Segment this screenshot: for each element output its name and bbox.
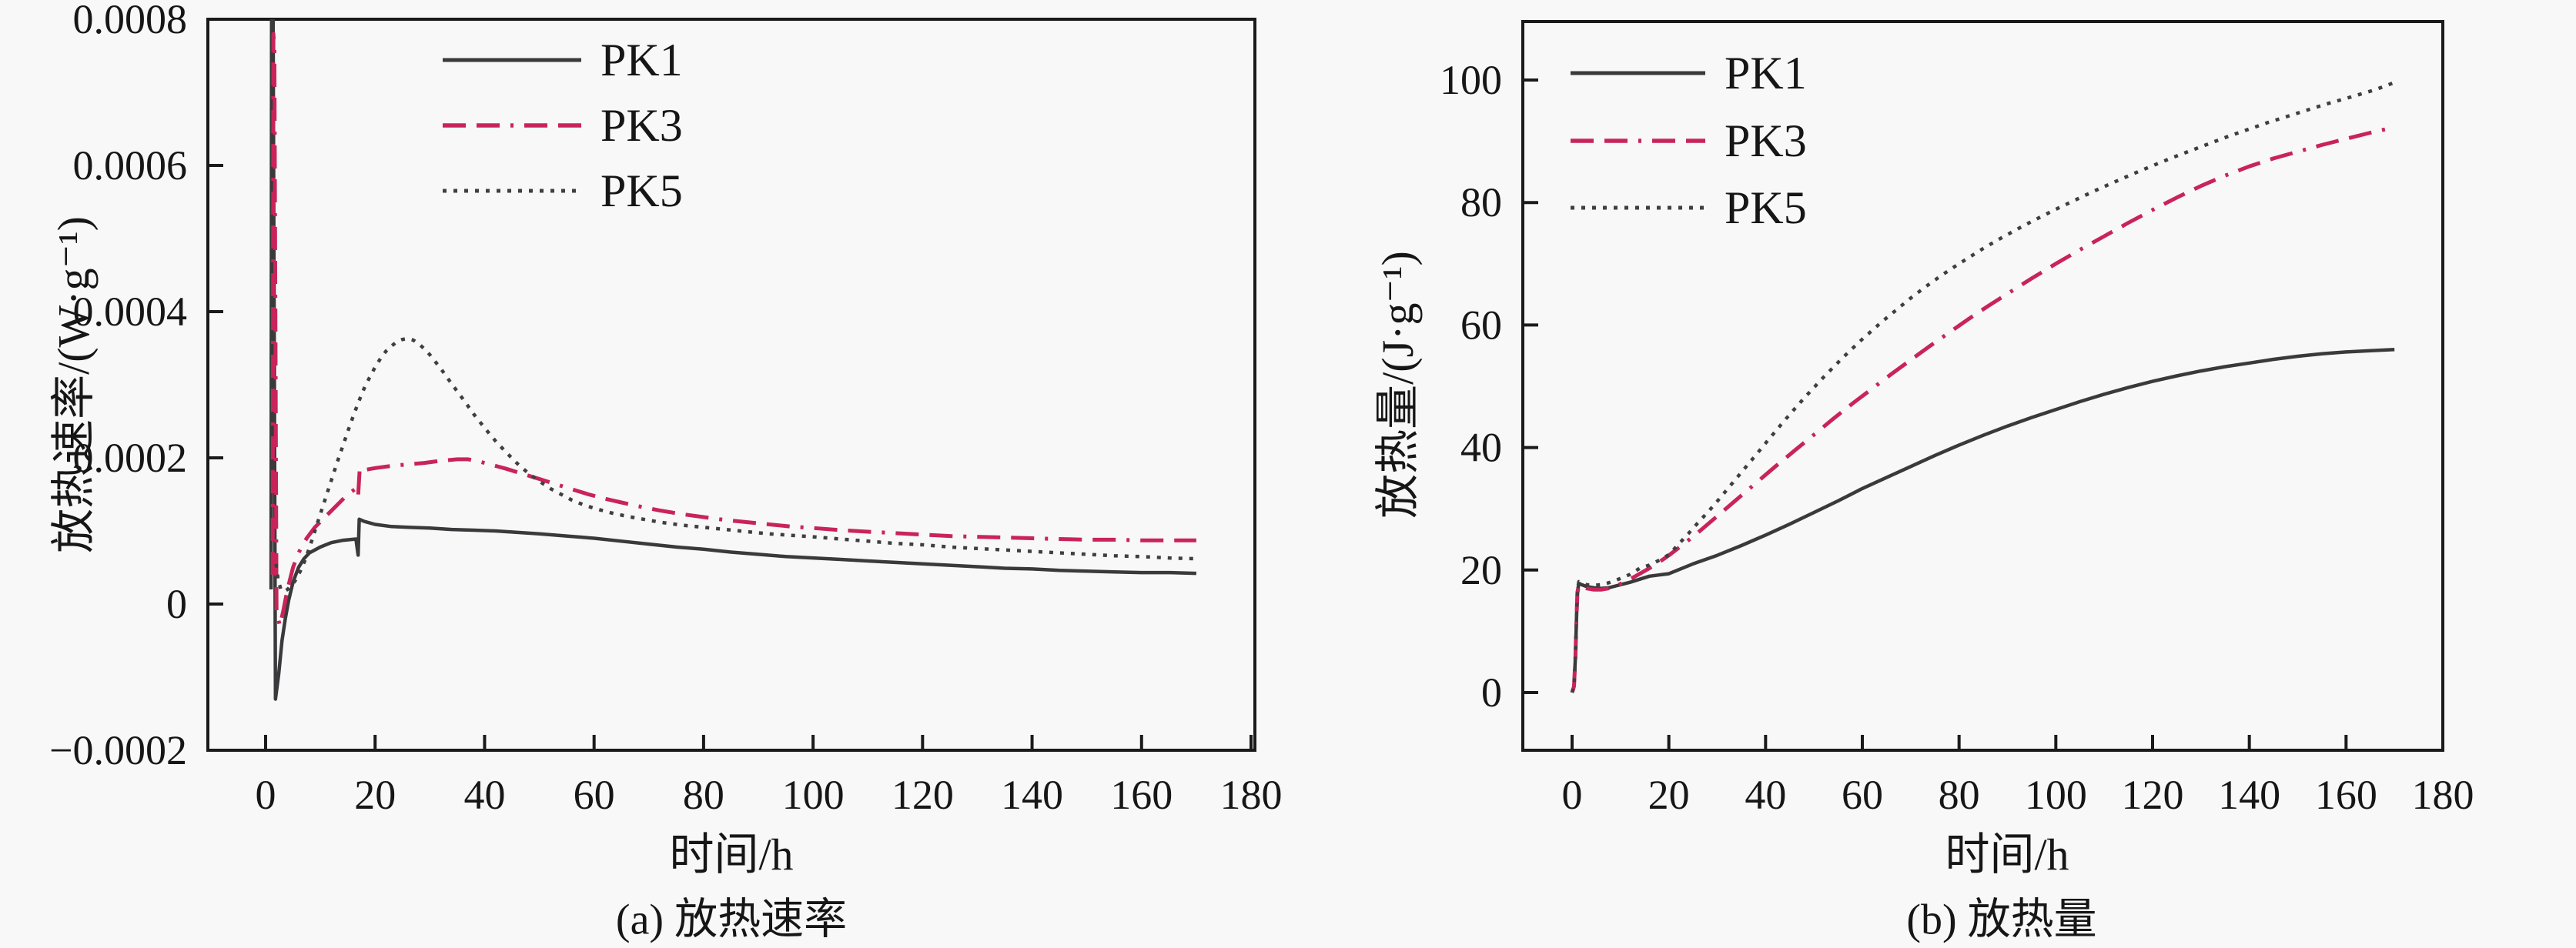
series-line-pk1 — [269, 19, 1196, 701]
legend-label-pk3: PK3 — [1725, 115, 1807, 166]
x-tick-label: 140 — [1001, 772, 1063, 818]
y-tick-label: 0.0004 — [73, 289, 188, 335]
chart-a-heat-release-rate: 0 20 40 60 80 100 120 140 160 180 0.0008 0.0006 0.00… — [49, 0, 1283, 818]
x-tick-label: 100 — [782, 772, 845, 818]
legend-label-pk3: PK3 — [601, 100, 683, 151]
legend-label-pk5: PK5 — [1725, 182, 1807, 233]
y-tick-label: 20 — [1460, 547, 1502, 593]
chart-b-x-axis-title: 时间/h — [1945, 830, 2069, 880]
x-tick-label: 20 — [1648, 772, 1690, 818]
x-tick-label: 140 — [2218, 772, 2280, 818]
x-tick-label: 60 — [574, 772, 615, 818]
chart-b-y-axis-title: 放热量/(J·g⁻¹) — [1373, 251, 1423, 519]
x-tick-label: 0 — [256, 772, 276, 818]
y-tick-label: −0.0002 — [49, 727, 187, 773]
y-tick-label: 100 — [1440, 57, 1502, 103]
chart-a-y-axis-title: 放热速率/(W·g⁻¹) — [49, 216, 99, 553]
x-tick-label: 20 — [354, 772, 396, 818]
x-tick-label: 0 — [1562, 772, 1583, 818]
x-tick-label: 80 — [683, 772, 724, 818]
y-tick-label: 40 — [1460, 425, 1502, 471]
x-tick-label: 160 — [1110, 772, 1173, 818]
series-line-pk5 — [274, 336, 1196, 594]
axis-frame — [206, 18, 1256, 752]
x-tick-label: 80 — [1939, 772, 1980, 818]
y-tick-label: 0.0002 — [73, 435, 188, 481]
x-tick-label: 180 — [2412, 772, 2474, 818]
axis-frame — [1521, 20, 2444, 752]
x-tick-label: 40 — [463, 772, 505, 818]
x-tick-label: 100 — [2025, 772, 2087, 818]
y-tick-label: 0 — [1481, 669, 1502, 716]
legend-label-pk1: PK1 — [1725, 48, 1807, 98]
y-tick-label: 60 — [1460, 302, 1502, 348]
legend-label-pk5: PK5 — [601, 165, 683, 216]
y-tick-label: 0.0006 — [73, 142, 188, 189]
y-tick-label: 0.0008 — [73, 0, 188, 42]
chart-b-cumulative-heat: 0 20 40 60 80 100 120 140 160 180 100 80 60 40 20 0 PK1 P… — [1440, 20, 2474, 818]
x-tick-label: 180 — [1220, 772, 1283, 818]
x-tick-label: 120 — [892, 772, 954, 818]
series-line-pk5 — [1570, 81, 2395, 693]
chart-b-caption: (b) 放热量 — [1906, 896, 2097, 944]
x-tick-label: 120 — [2122, 772, 2184, 818]
x-tick-label: 40 — [1745, 772, 1786, 818]
chart-a-caption: (a) 放热速率 — [615, 896, 848, 944]
series-line-pk3 — [270, 32, 1196, 628]
y-tick-label: 80 — [1460, 179, 1502, 225]
chart-a-x-axis-title: 时间/h — [669, 830, 794, 880]
x-tick-label: 160 — [2315, 772, 2377, 818]
series-line-pk1 — [1570, 347, 2395, 693]
x-tick-label: 60 — [1842, 772, 1883, 818]
series-line-pk3 — [1570, 125, 2395, 693]
legend-label-pk1: PK1 — [601, 35, 683, 85]
y-tick-label: 0 — [166, 581, 187, 627]
